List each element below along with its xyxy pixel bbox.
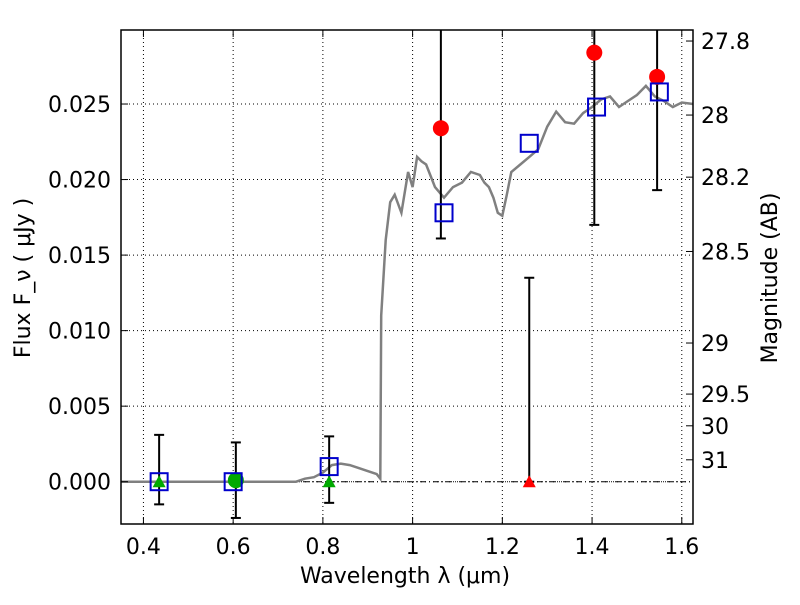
x-tick-label: 1.4	[575, 535, 610, 560]
x-axis-title: Wavelength λ (μm)	[300, 564, 510, 589]
x-tick-label: 1.2	[485, 535, 520, 560]
y2-tick-label: 27.8	[701, 30, 750, 55]
y2-axis-title: Magnitude (AB)	[758, 193, 783, 364]
x-tick-label: 0.4	[126, 535, 161, 560]
model-photometry-square	[149, 472, 169, 492]
y2-tick-label: 29	[701, 332, 729, 357]
y2-tick-label: 31	[701, 449, 729, 474]
model-photometry-square	[649, 82, 669, 102]
y-tick-label: 0.025	[48, 93, 111, 118]
model-photometry-square	[319, 457, 339, 477]
model-photometry-square	[519, 133, 539, 153]
observed-nondetections-optical-marker	[227, 472, 244, 489]
y-tick-label: 0.015	[48, 244, 111, 269]
observed-detections-marker	[649, 68, 666, 85]
model-photometry-square	[434, 203, 454, 223]
x-tick-label: 1	[406, 535, 420, 560]
y2-tick-label: 28	[701, 104, 729, 129]
upper-limits-optical-marker	[152, 475, 166, 488]
y-tick-label: 0.010	[48, 320, 111, 345]
y-tick-label: 0.005	[48, 395, 111, 420]
y2-tick-label: 30	[701, 415, 729, 440]
y2-tick-label: 29.5	[701, 383, 750, 408]
y2-tick-label: 28.2	[701, 166, 750, 191]
observed-detections-marker	[432, 120, 449, 137]
x-tick-label: 0.6	[216, 535, 251, 560]
model-photometry-square	[587, 97, 607, 117]
y-tick-label: 0.020	[48, 169, 111, 194]
x-tick-label: 1.6	[664, 535, 699, 560]
upper-limits-optical-marker	[322, 475, 336, 488]
model-photometry-square	[223, 472, 243, 492]
model-spectrum-line	[121, 84, 694, 483]
upper-limit-nir-marker	[522, 475, 536, 488]
plot-frame	[120, 29, 694, 525]
observed-detections-marker	[586, 44, 603, 61]
x-tick-label: 0.8	[305, 535, 340, 560]
y2-tick-label: 28.5	[701, 240, 750, 265]
y-axis-title: Flux F_ν ( μJy )	[11, 198, 36, 358]
y-tick-label: 0.000	[48, 471, 111, 496]
